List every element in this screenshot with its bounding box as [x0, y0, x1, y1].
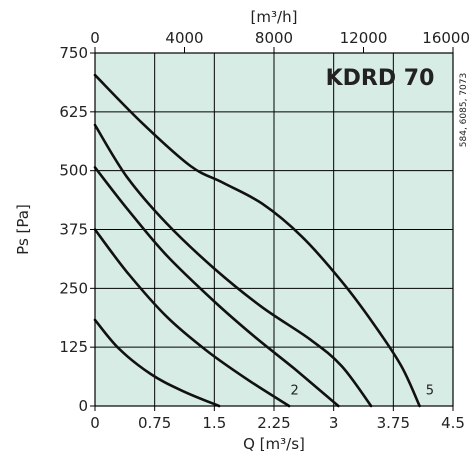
- x-axis-label: Q [m³/s]: [243, 435, 305, 453]
- x-tick-label: 0.75: [138, 414, 171, 432]
- x-tick-label: 0: [90, 414, 100, 432]
- y-tick-label: 625: [59, 103, 88, 121]
- top-axis-label: [m³/h]: [251, 8, 298, 26]
- curve-line-2: [93, 228, 291, 408]
- side-code-label: 584, 6085, 7073: [459, 73, 469, 147]
- x-tick-label: 3.75: [377, 414, 410, 432]
- top-tick-label: 8000: [255, 29, 293, 47]
- y-tick-label: 125: [59, 338, 88, 356]
- curve-line-1: [93, 318, 221, 408]
- y-tick-label: 375: [59, 221, 88, 239]
- x-tick-label: 1.5: [202, 414, 226, 432]
- top-tick-label: 4000: [165, 29, 203, 47]
- x-tick-label: 4.5: [441, 414, 465, 432]
- y-axis-label: Ps [Pa]: [14, 204, 32, 255]
- y-tick-label: 250: [59, 279, 88, 297]
- y-tick-label: 500: [59, 162, 88, 180]
- y-tick-label: 750: [59, 44, 88, 62]
- curve-line-5: [93, 73, 421, 408]
- plot-frame: [94, 52, 454, 407]
- x-tick-label: 3: [329, 414, 339, 432]
- curve-line-4: [93, 123, 373, 408]
- curve-number-label: 2: [291, 384, 299, 399]
- curve-line-3: [93, 166, 340, 408]
- top-tick-label: 12000: [340, 29, 388, 47]
- curve-number-label: 5: [426, 384, 434, 399]
- y-tick-label: 0: [78, 397, 88, 415]
- top-tick-label: 16000: [422, 29, 470, 47]
- chart-title: KDRD 70: [326, 66, 435, 91]
- x-tick-label: 2.25: [257, 414, 290, 432]
- top-tick-label: 0: [90, 29, 100, 47]
